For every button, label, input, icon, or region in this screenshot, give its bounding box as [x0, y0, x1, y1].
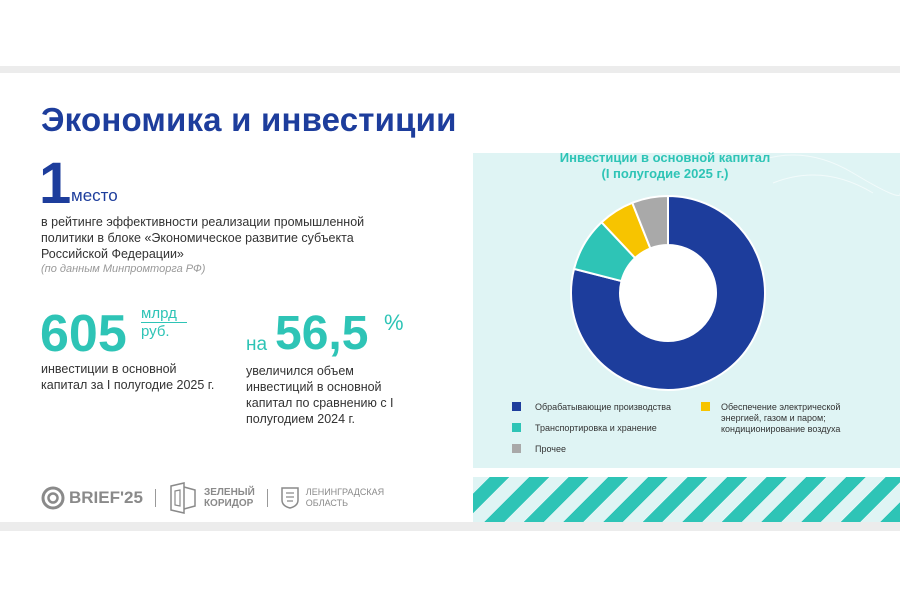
top-band [0, 66, 900, 73]
growth-unit: % [384, 310, 404, 335]
chart-title: Инвестиции в основной капитал (I полугод… [515, 150, 815, 182]
decorative-stripes [473, 477, 900, 522]
investment-description: инвестиции в основной капитал за I полуг… [41, 362, 215, 392]
region-logo: ЛЕНИНГРАДСКАЯ ОБЛАСТЬ [306, 487, 384, 509]
donut-chart [570, 194, 766, 391]
growth-prefix: на [246, 334, 268, 355]
bottom-band [0, 522, 900, 531]
rank-source: (по данным Минпромторга РФ) [41, 263, 206, 275]
rank-word: место [71, 186, 118, 205]
green-corridor-line2: КОРИДОР [203, 498, 254, 509]
legend-label-manufacturing: Обрабатывающие производства [535, 402, 671, 412]
growth-value: 56,5 [275, 307, 369, 360]
rank-number: 1 [39, 151, 72, 216]
green-corridor-line1: ЗЕЛЕНЫЙ [203, 487, 255, 498]
footer-divider [154, 489, 156, 507]
growth-description: увеличился объем инвестиций в основной к… [246, 364, 394, 426]
brief-text: BRIEF'25 [69, 488, 143, 507]
footer-logos: BRIEF'25 ЗЕЛЕНЫЙ КОРИДОР ЛЕНИНГРАДСКАЯ О… [41, 482, 384, 514]
legend-label-transport: Транспортировка и хранение [535, 423, 657, 433]
green-corridor-logo: ЗЕЛЕНЫЙ КОРИДОР [204, 487, 255, 509]
region-emblem-icon [281, 487, 299, 509]
green-corridor-icon [170, 482, 196, 514]
brief-logo: BRIEF'25 [41, 486, 143, 510]
investment-unit: млрд руб. [141, 305, 187, 340]
investment-unit-line1: млрд [141, 305, 177, 322]
legend-swatch-manufacturing [512, 402, 521, 411]
chart-title-line1: Инвестиции в основной капитал [559, 150, 771, 165]
background-contours [752, 154, 900, 196]
region-line2: ОБЛАСТЬ [305, 498, 349, 508]
investment-value: 605 [40, 305, 127, 363]
brief-icon [41, 486, 65, 510]
legend-swatch-transport [512, 423, 521, 432]
rank-description: в рейтинге эффективности реализации пром… [41, 215, 365, 261]
legend-swatch-energy [701, 402, 710, 411]
legend-label-energy: Обеспечение электрической энергией, газо… [721, 402, 841, 434]
legend-swatch-other [512, 444, 521, 453]
region-line1: ЛЕНИНГРАДСКАЯ [305, 487, 385, 497]
footer-divider-2 [266, 489, 268, 507]
chart-title-line2: (I полугодие 2025 г.) [601, 166, 729, 181]
page-title: Экономика и инвестиции [41, 101, 457, 138]
legend-label-other: Прочее [535, 444, 566, 454]
donut-hole [620, 245, 716, 341]
investment-unit-line2: руб. [141, 322, 187, 340]
